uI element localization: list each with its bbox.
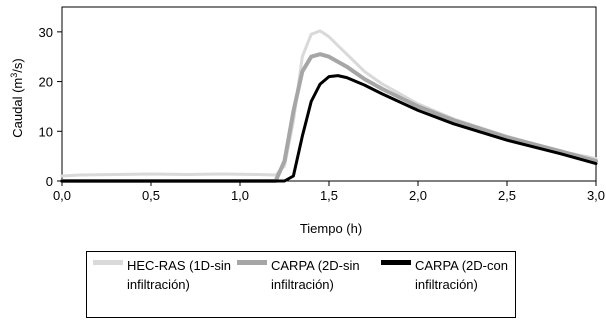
legend: HEC-RAS (1D-sin infiltración) CARPA (2D-… — [86, 251, 516, 318]
legend-swatch-carpa-con — [381, 260, 411, 265]
y-tick-label: 10 — [39, 124, 53, 139]
x-tick-label: 0,0 — [53, 188, 71, 203]
x-tick-label: 3,0 — [587, 188, 605, 203]
plot-area — [61, 6, 597, 182]
legend-swatch-carpa-sin — [237, 260, 267, 265]
legend-swatch-hec-ras — [93, 260, 123, 265]
x-axis-title: Tiempo (h) — [300, 221, 362, 236]
legend-label-carpa-con: CARPA (2D-con infiltración) — [415, 258, 508, 292]
axis-layer: 0,0 0,5 1,0 1,5 2,0 2,5 3,0 0 10 20 30 — [39, 25, 606, 203]
y-axis-title: Caudal (m3/s) — [9, 58, 25, 137]
x-tick-label: 2,5 — [498, 188, 516, 203]
series-line-2 — [60, 74, 598, 183]
x-tick-label: 1,0 — [231, 188, 249, 203]
plot-border — [61, 6, 597, 182]
y-tick-label: 30 — [39, 25, 53, 40]
legend-label-carpa-sin: CARPA (2D-sin infiltración) — [271, 258, 360, 292]
series-layer — [60, 29, 598, 183]
x-tick-label: 1,5 — [320, 188, 338, 203]
y-tick-label: 20 — [39, 75, 53, 90]
legend-label-hec-ras: HEC-RAS (1D-sin infiltración) — [127, 258, 232, 292]
y-tick-label: 0 — [46, 174, 53, 189]
series-line-1 — [60, 52, 598, 183]
x-tick-label: 2,0 — [409, 188, 427, 203]
x-tick-label: 0,5 — [142, 188, 160, 203]
